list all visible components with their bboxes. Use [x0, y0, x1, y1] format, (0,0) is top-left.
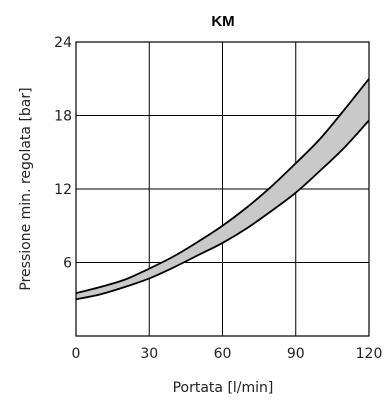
y-tick-label-0: 6: [63, 256, 72, 272]
y-tick-label-1: 12: [54, 182, 72, 198]
x-tick-label-3: 90: [287, 346, 305, 362]
grid: [76, 42, 369, 336]
y-tick-label-2: 18: [54, 109, 72, 125]
upper-curve: [75, 78, 370, 295]
chart-title: KM: [211, 13, 234, 30]
plot-frame: [75, 41, 370, 337]
x-axis-label: Portata [l/min]: [173, 380, 274, 396]
lower-curve: [75, 119, 370, 301]
y-tick-label-3: 24: [54, 35, 72, 51]
y-axis-label: Pressione min. regolata [bar]: [18, 87, 34, 290]
x-tick-labels: 0 30 60 90 120: [72, 346, 383, 362]
x-tick-label-4: 120: [356, 346, 383, 362]
x-tick-label-1: 30: [140, 346, 158, 362]
x-tick-label-2: 60: [214, 346, 232, 362]
x-tick-label-0: 0: [72, 346, 81, 362]
y-tick-labels: 6 12 18 24: [54, 35, 72, 272]
